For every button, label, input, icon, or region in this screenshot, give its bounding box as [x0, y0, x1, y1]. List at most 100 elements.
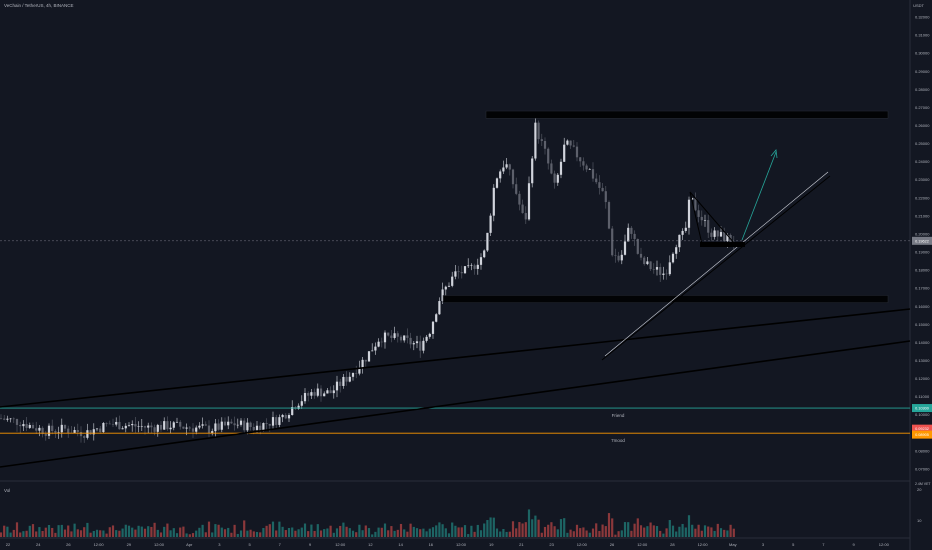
volume-bar: [729, 524, 732, 537]
volume-bar: [598, 530, 601, 537]
x-tick-label: 14: [398, 542, 403, 547]
volume-bar: [553, 526, 556, 537]
volume-bar: [246, 530, 249, 537]
volume-bar: [76, 529, 79, 537]
candle-body: [495, 178, 499, 188]
candle-body: [310, 392, 313, 396]
volume-bar: [287, 528, 291, 537]
candle-body: [723, 232, 726, 242]
volume-bar: [403, 529, 406, 537]
volume-bar: [259, 532, 262, 537]
candle-body: [585, 165, 588, 170]
volume-bar: [534, 515, 537, 537]
volume-bar: [207, 521, 211, 537]
price-badge-label: 0.19622: [915, 239, 929, 243]
volume-bar: [294, 530, 297, 537]
hline-label: Friend: [612, 413, 625, 418]
candle-body: [364, 359, 367, 362]
volume-bar: [15, 522, 19, 537]
y-tick-label: 0.32000: [915, 15, 930, 20]
candle-body: [470, 265, 473, 266]
volume-bar: [342, 522, 345, 537]
candle-body: [169, 427, 172, 430]
candle-body: [217, 423, 220, 430]
y-tick-label: 0.31000: [915, 33, 930, 38]
volume-bar: [67, 525, 70, 537]
candle-body: [393, 333, 396, 338]
volume-bar: [271, 521, 275, 537]
candle-body: [76, 429, 79, 432]
candle-body: [476, 264, 479, 269]
candle-body: [694, 197, 697, 211]
candle-body: [719, 232, 723, 237]
candle-body: [9, 418, 12, 420]
volume-bar: [182, 526, 185, 537]
candle-body: [675, 247, 678, 254]
candle-body: [95, 428, 99, 430]
volume-bar: [195, 530, 198, 537]
volume-bar: [710, 527, 713, 537]
volume-bar: [508, 531, 511, 537]
candle-body: [67, 428, 70, 433]
candle-body: [47, 425, 51, 436]
volume-bar: [150, 526, 153, 537]
candle-body: [307, 393, 310, 396]
candle-body: [515, 184, 518, 194]
y-tick-label: 0.24000: [915, 159, 930, 164]
y-tick-label: 0.12000: [915, 376, 930, 381]
price-unit: USDT: [913, 3, 924, 8]
candle-body: [131, 424, 134, 426]
volume-bar: [515, 528, 518, 537]
candle-body: [268, 423, 271, 426]
candle-body: [22, 424, 25, 427]
volume-bar: [9, 532, 12, 537]
x-tick-label: Apr: [186, 542, 193, 547]
volume-bar: [572, 531, 575, 537]
price-badge: [912, 424, 932, 433]
candle-body: [291, 407, 294, 416]
volume-bar: [438, 522, 441, 537]
volume-bar: [483, 523, 486, 537]
volume-bar: [415, 528, 419, 537]
y-tick-label: 0.15000: [915, 322, 930, 327]
candle-body: [598, 182, 601, 188]
candle-body: [31, 424, 35, 429]
volume-bar: [108, 527, 111, 537]
volume-bar: [492, 517, 495, 537]
volume-bar: [358, 524, 361, 537]
candle-body: [531, 158, 534, 184]
candle-body: [150, 425, 153, 428]
x-tick-label: 22: [6, 542, 11, 547]
volume-bar: [345, 526, 348, 537]
candle-body: [499, 171, 502, 179]
volume-bar: [726, 530, 729, 537]
volume-bar: [425, 531, 428, 537]
volume-bar: [220, 527, 223, 537]
candle-body: [521, 204, 524, 214]
candle-body: [99, 428, 102, 433]
candle-body: [83, 436, 86, 438]
candle-body: [572, 145, 575, 147]
x-tick-label: 12:00: [94, 542, 105, 547]
candle-body: [156, 424, 159, 432]
volume-bar: [675, 531, 678, 537]
volume-bar: [543, 526, 547, 537]
x-tick-label: 7: [279, 542, 282, 547]
candle-body: [358, 367, 361, 374]
x-tick-label: 16: [429, 542, 434, 547]
volume-bar: [185, 533, 188, 537]
candle-body: [659, 267, 662, 275]
channel-line-b: [601, 175, 831, 361]
volume-bar: [166, 523, 169, 537]
volume-bar: [687, 515, 691, 537]
volume-bar: [630, 530, 633, 537]
candle-body: [227, 421, 230, 426]
candle-body: [438, 301, 441, 315]
symbol-title: VeChain / TetherUS, 4h, BINANCE: [4, 3, 74, 8]
candle-body: [19, 424, 22, 427]
price-badge-label: 0.10300: [915, 407, 929, 411]
candle-body: [662, 273, 665, 275]
trend-line-lower: [0, 340, 911, 468]
candle-body: [655, 267, 659, 270]
